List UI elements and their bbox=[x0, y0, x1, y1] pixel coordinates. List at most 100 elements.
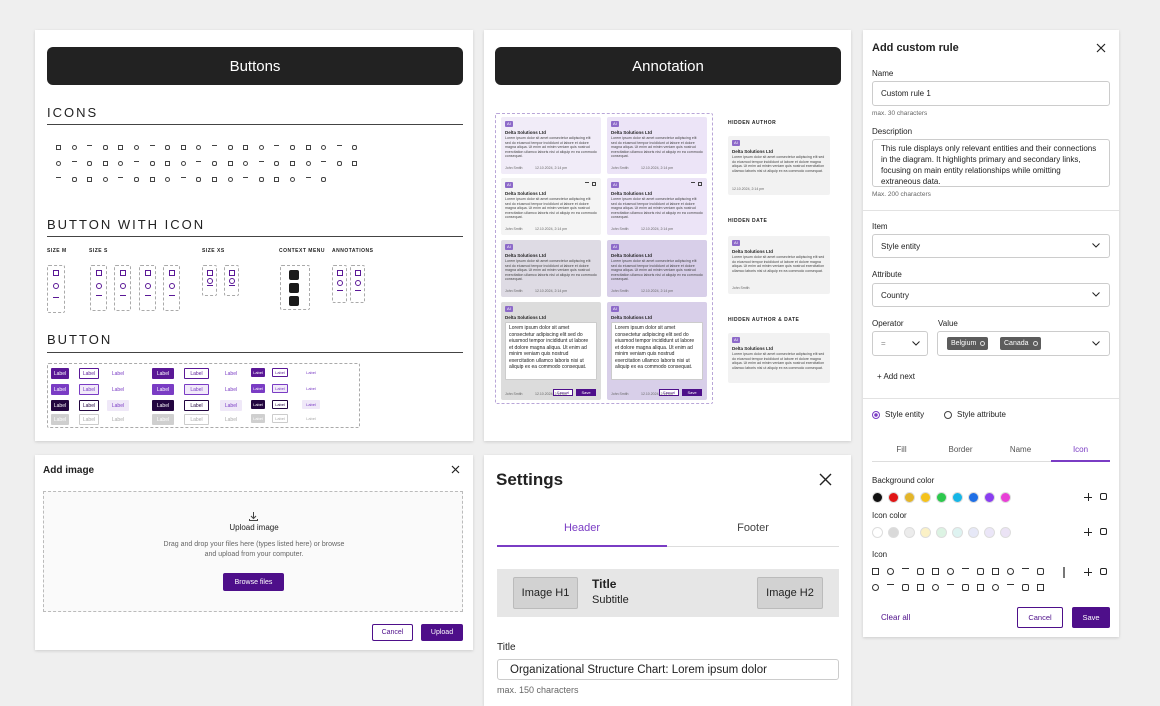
cancel-button[interactable]: Cancel bbox=[659, 389, 679, 396]
save-button[interactable]: Save bbox=[576, 389, 596, 396]
button[interactable]: Label bbox=[152, 400, 174, 411]
close-button[interactable] bbox=[819, 473, 832, 486]
color-swatch[interactable] bbox=[1000, 527, 1011, 538]
add-next-button[interactable]: + Add next bbox=[877, 372, 916, 381]
color-swatch[interactable] bbox=[872, 492, 883, 503]
item-select[interactable]: Style entity bbox=[872, 234, 1110, 258]
icon bbox=[196, 177, 202, 182]
button[interactable]: Label bbox=[272, 368, 288, 377]
button[interactable]: Label bbox=[184, 384, 209, 395]
color-swatch[interactable] bbox=[920, 527, 931, 538]
button[interactable]: Label bbox=[79, 368, 99, 379]
color-swatch[interactable] bbox=[904, 527, 915, 538]
browse-button[interactable]: Browse files bbox=[223, 573, 284, 591]
button[interactable]: Label bbox=[152, 368, 174, 379]
title-input[interactable]: Organizational Structure Chart: Lorem ip… bbox=[497, 659, 839, 680]
button[interactable]: Label bbox=[111, 370, 125, 377]
icon bbox=[352, 161, 358, 166]
button[interactable]: Label bbox=[251, 384, 265, 393]
upload-button[interactable]: Upload bbox=[421, 624, 463, 641]
button[interactable]: Label bbox=[224, 416, 238, 423]
button[interactable]: Label bbox=[306, 416, 316, 421]
button[interactable]: Label bbox=[152, 384, 174, 395]
tab[interactable]: Icon bbox=[1072, 445, 1089, 454]
button[interactable]: Label bbox=[272, 384, 288, 393]
company-name: Delta Solutions Ltd bbox=[611, 130, 652, 135]
color-swatch[interactable] bbox=[984, 492, 995, 503]
add-button[interactable] bbox=[1084, 493, 1092, 501]
button[interactable]: Label bbox=[272, 400, 288, 409]
color-swatch[interactable] bbox=[968, 527, 979, 538]
tab[interactable]: Name bbox=[1009, 445, 1032, 454]
button[interactable]: Label bbox=[306, 370, 316, 375]
color-swatch[interactable] bbox=[968, 492, 979, 503]
tab[interactable]: Fill bbox=[896, 445, 907, 454]
button[interactable]: Label bbox=[51, 368, 69, 379]
name-input[interactable]: Custom rule 1 bbox=[872, 81, 1110, 106]
image-placeholder: Image H2 bbox=[757, 577, 823, 609]
attribute-select[interactable]: Country bbox=[872, 283, 1110, 307]
add-button[interactable] bbox=[1084, 528, 1092, 536]
annotation-card: AI Delta Solutions Ltd Lorem ipsum dolor s… bbox=[728, 333, 830, 383]
button[interactable]: Label bbox=[272, 414, 288, 423]
button[interactable]: Label bbox=[51, 400, 69, 411]
button[interactable]: Label bbox=[184, 414, 209, 425]
button[interactable]: Label bbox=[111, 416, 125, 423]
button[interactable]: Label bbox=[224, 370, 238, 377]
button[interactable]: Label bbox=[79, 414, 99, 425]
radio-selected[interactable] bbox=[872, 411, 880, 419]
value-chip[interactable]: Belgium bbox=[947, 337, 989, 350]
drop-zone[interactable] bbox=[43, 491, 463, 612]
cancel-button[interactable]: Cancel bbox=[553, 389, 573, 396]
save-button[interactable]: Save bbox=[682, 389, 702, 396]
color-swatch[interactable] bbox=[888, 492, 899, 503]
cancel-button[interactable]: Cancel bbox=[1017, 607, 1063, 628]
button[interactable]: Label bbox=[220, 400, 242, 411]
value-chip[interactable]: Canada bbox=[1000, 337, 1041, 350]
button[interactable]: Label bbox=[306, 386, 316, 391]
button[interactable]: Label bbox=[302, 400, 320, 409]
button[interactable]: Label bbox=[79, 400, 99, 411]
button[interactable]: Label bbox=[152, 414, 174, 425]
add-button[interactable] bbox=[1084, 568, 1092, 576]
tab-active[interactable]: Header bbox=[563, 522, 601, 534]
icon bbox=[305, 177, 311, 182]
color-swatch[interactable] bbox=[888, 527, 899, 538]
button[interactable]: Label bbox=[51, 384, 69, 395]
color-swatch[interactable] bbox=[904, 492, 915, 503]
field-label: Item bbox=[872, 222, 888, 231]
color-swatch[interactable] bbox=[952, 492, 963, 503]
cancel-button[interactable]: Cancel bbox=[372, 624, 413, 641]
button[interactable]: Label bbox=[251, 368, 265, 377]
color-swatch[interactable] bbox=[952, 527, 963, 538]
close-button[interactable] bbox=[451, 465, 460, 474]
buttons-panel: Buttons ICONS BUTTON WITH ICON SIZE M SI… bbox=[35, 30, 473, 441]
button[interactable]: Label bbox=[224, 386, 238, 393]
clear-all-button[interactable]: Clear all bbox=[881, 613, 911, 622]
tab[interactable]: Footer bbox=[737, 522, 769, 534]
color-swatch[interactable] bbox=[936, 527, 947, 538]
button[interactable]: Label bbox=[184, 368, 209, 379]
radio[interactable] bbox=[944, 411, 952, 419]
description-input[interactable]: This rule displays only relevant entitie… bbox=[872, 139, 1110, 187]
save-button[interactable]: Save bbox=[1072, 607, 1110, 628]
tab[interactable]: Border bbox=[948, 445, 973, 454]
color-swatch[interactable] bbox=[872, 527, 883, 538]
color-swatch[interactable] bbox=[920, 492, 931, 503]
operator-select[interactable]: = bbox=[872, 331, 928, 356]
icon bbox=[118, 145, 124, 150]
color-swatch[interactable] bbox=[984, 527, 995, 538]
button[interactable]: Label bbox=[51, 414, 69, 425]
button[interactable]: Label bbox=[107, 400, 129, 411]
color-swatch[interactable] bbox=[1000, 492, 1011, 503]
button[interactable]: Label bbox=[184, 400, 209, 411]
close-button[interactable] bbox=[1096, 43, 1106, 53]
button[interactable]: Label bbox=[79, 384, 99, 395]
tab-indicator bbox=[497, 545, 667, 547]
button[interactable]: Label bbox=[111, 386, 125, 393]
color-swatch[interactable] bbox=[936, 492, 947, 503]
button[interactable]: Label bbox=[251, 400, 265, 409]
card-grid-frame bbox=[495, 113, 713, 404]
button[interactable]: Label bbox=[251, 414, 265, 423]
group-label: SIZE XS bbox=[202, 248, 225, 254]
